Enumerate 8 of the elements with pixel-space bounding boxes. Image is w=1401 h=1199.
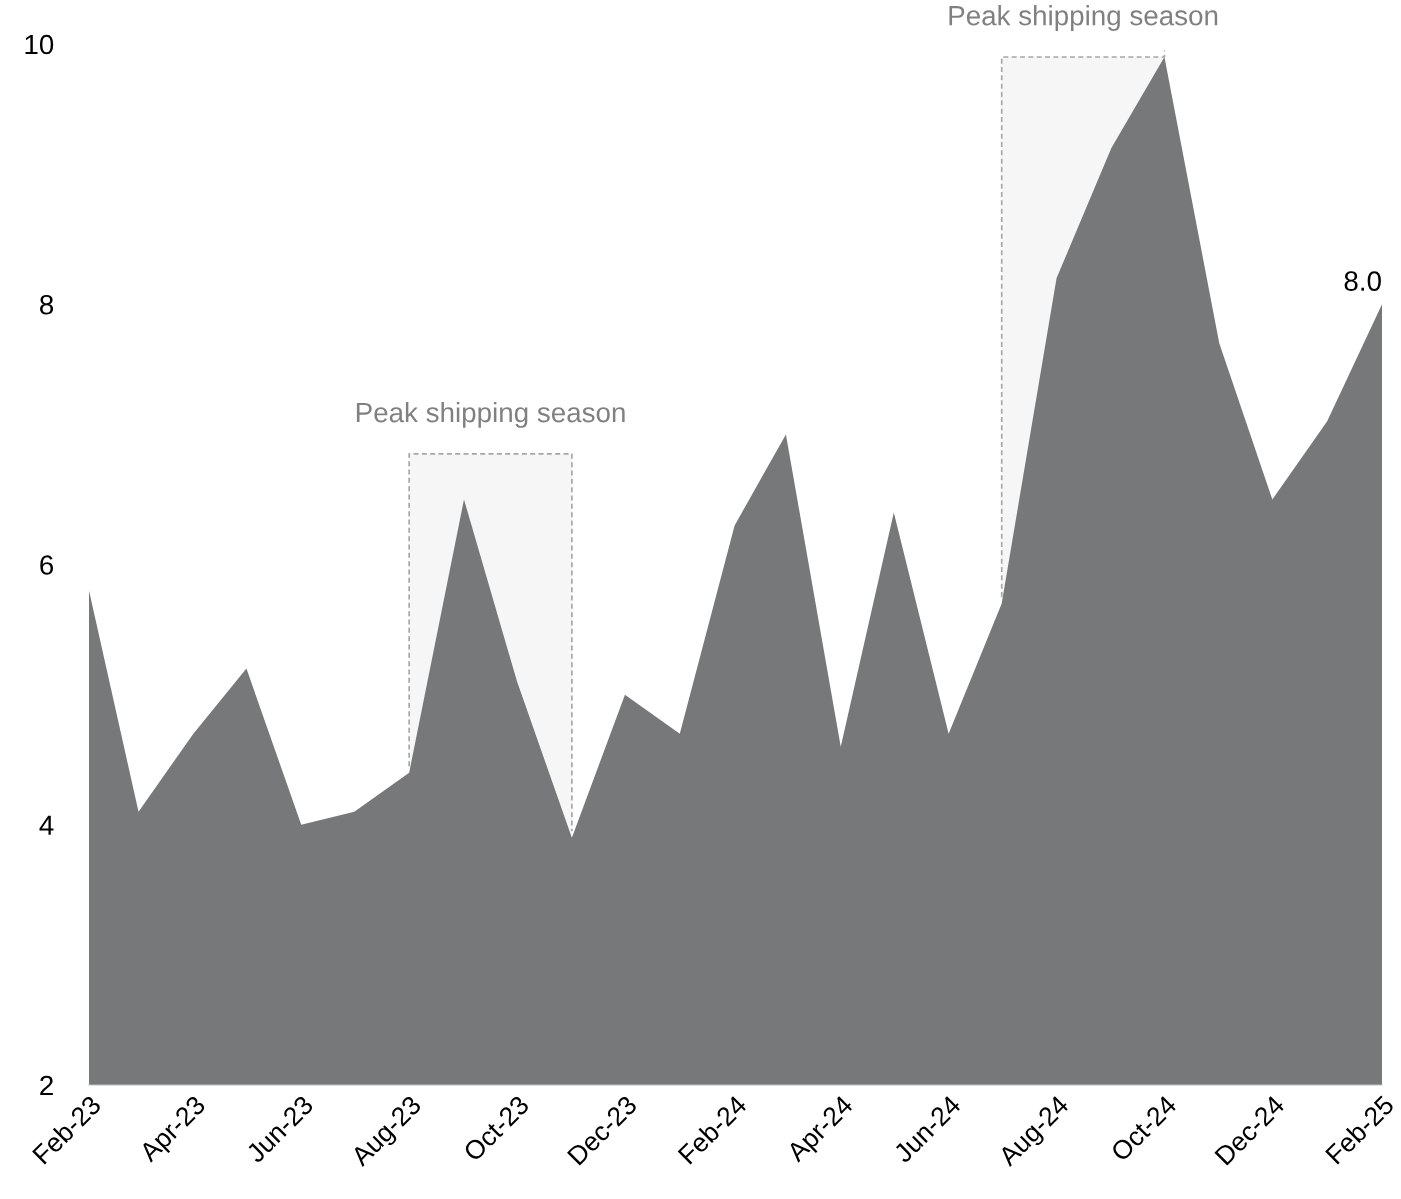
y-tick-label: 6 — [40, 555, 54, 575]
band-label: Peak shipping season — [356, 401, 625, 428]
data-label: 8.0 — [1344, 271, 1381, 291]
y-tick-label: 4 — [39, 815, 54, 835]
y-tick-label: 8 — [40, 294, 54, 315]
y-tick-label: 2 — [40, 1075, 53, 1096]
band-label: Peak shipping season — [949, 5, 1218, 31]
y-tick-label: 10 — [25, 34, 54, 55]
